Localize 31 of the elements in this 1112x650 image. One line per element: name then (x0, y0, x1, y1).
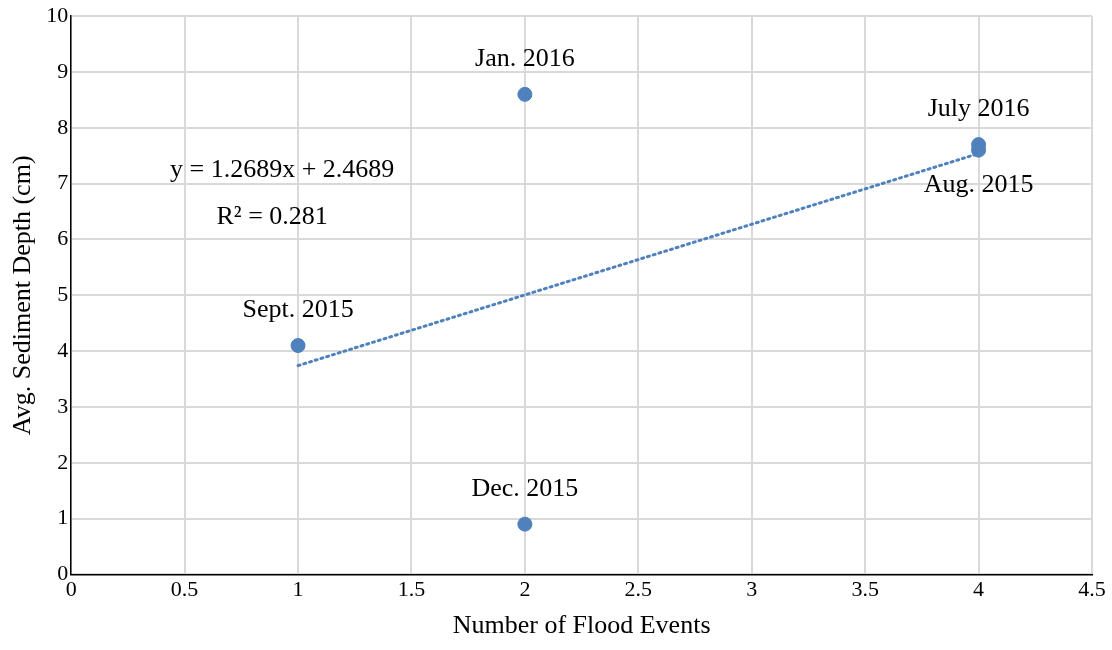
x-tick-label: 3 (746, 576, 758, 602)
x-tick-label: 1.5 (397, 576, 426, 602)
y-tick-label: 3 (57, 392, 69, 418)
x-tick-label: 1 (292, 576, 304, 602)
y-tick-label: 10 (46, 1, 69, 27)
annotation: Aug. 2015 (923, 169, 1034, 198)
x-tick-label: 3.5 (851, 576, 879, 602)
annotation: R² = 0.281 (216, 200, 328, 230)
y-tick-label: 1 (57, 504, 69, 530)
x-axis-title: Number of Flood Events (452, 610, 711, 640)
point (290, 338, 306, 354)
annotation: Jan. 2016 (475, 43, 575, 73)
x-tick-label: 2 (519, 576, 531, 602)
annotation: y = 1.2689x + 2.4689 (170, 153, 395, 183)
y-tick-label: 7 (57, 169, 69, 195)
point (517, 516, 533, 532)
y-tick-label: 5 (57, 281, 69, 307)
point (517, 86, 533, 102)
annotation: Sept. 2015 (242, 294, 354, 324)
annotation: Dec. 2015 (471, 472, 579, 502)
y-axis-title: Avg. Sediment Depth (cm) (7, 155, 37, 436)
y-tick-label: 9 (57, 57, 69, 83)
y-tick-label: 4 (57, 336, 69, 362)
y-tick-label: 6 (57, 225, 69, 251)
annotation: July 2016 (927, 93, 1030, 123)
x-tick-label: 4 (973, 576, 985, 602)
x-tick-label: 4.5 (1078, 576, 1106, 602)
y-tick-label: 8 (57, 113, 69, 139)
x-tick-label: 2.5 (624, 576, 653, 602)
y-tick-label: 2 (57, 448, 69, 474)
x-tick-label: 0.5 (170, 576, 199, 602)
